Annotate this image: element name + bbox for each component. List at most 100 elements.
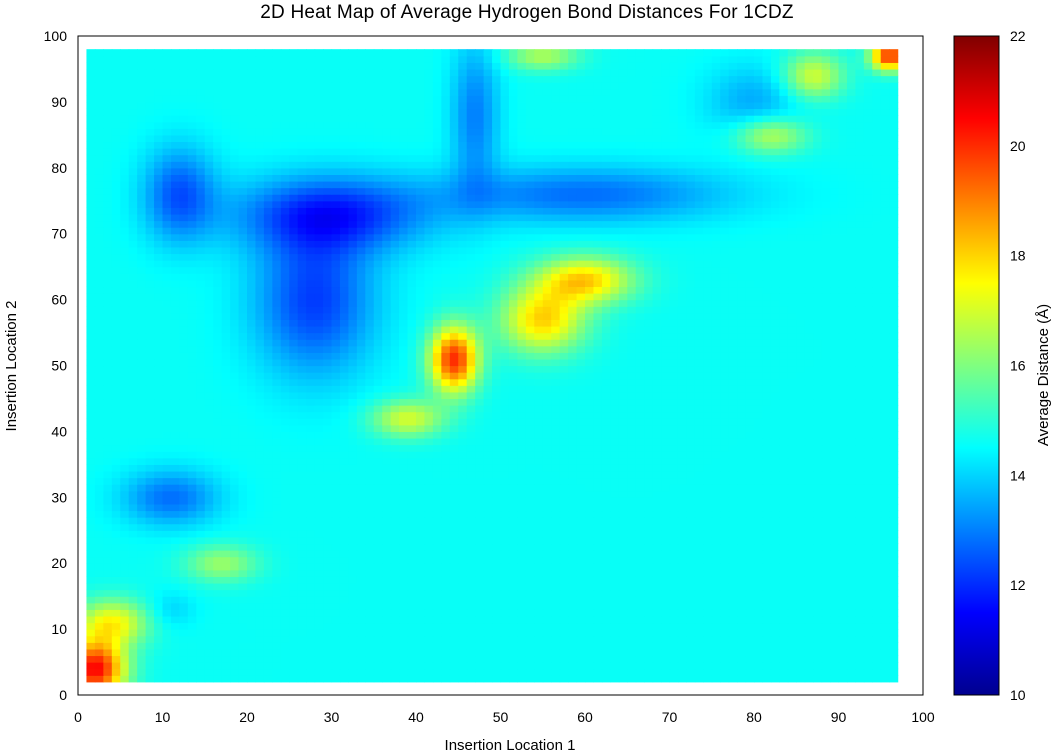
heatmap-cell <box>475 622 485 630</box>
heatmap-cell <box>652 530 662 538</box>
heatmap-cell <box>145 437 155 446</box>
heatmap-cell <box>432 437 442 446</box>
heatmap-cell <box>508 372 518 380</box>
heatmap-cell <box>416 345 426 353</box>
heatmap-cell <box>238 464 248 472</box>
heatmap-cell <box>382 352 392 360</box>
heatmap-cell <box>170 582 180 591</box>
heatmap-cell <box>280 615 290 624</box>
heatmap-cell <box>390 556 400 564</box>
heatmap-cell <box>610 405 620 413</box>
heatmap-cell <box>652 451 662 459</box>
heatmap-cell <box>314 418 324 426</box>
heatmap-cell <box>618 431 628 439</box>
heatmap-cell <box>339 609 349 617</box>
heatmap-cell <box>593 602 603 610</box>
heatmap-cell <box>669 609 679 617</box>
heatmap-cell <box>779 497 789 505</box>
heatmap-cell <box>407 339 417 347</box>
heatmap-cell <box>517 365 527 373</box>
heatmap-cell <box>356 503 366 512</box>
heatmap-cell <box>196 378 206 386</box>
heatmap-cell <box>762 503 772 512</box>
heatmap-cell <box>686 398 696 406</box>
heatmap-cell <box>872 550 882 558</box>
heatmap-cell <box>745 596 755 604</box>
heatmap-cell <box>365 411 375 419</box>
heatmap-cell <box>728 648 738 657</box>
heatmap-cell <box>880 398 890 406</box>
heatmap-cell <box>179 648 189 657</box>
heatmap-cell <box>272 582 282 591</box>
heatmap-cell <box>314 615 324 624</box>
heatmap-cell <box>416 563 426 571</box>
heatmap-cell <box>213 648 223 657</box>
heatmap-cell <box>263 418 273 426</box>
heatmap-cell <box>644 602 654 610</box>
heatmap-cell <box>796 358 806 367</box>
heatmap-cell <box>796 503 806 512</box>
heatmap-cell <box>314 398 324 406</box>
heatmap-cell <box>145 543 155 551</box>
heatmap-cell <box>323 596 333 604</box>
heatmap-cell <box>475 642 485 650</box>
heatmap-cell <box>373 510 383 518</box>
heatmap-cell <box>475 543 485 551</box>
heatmap-cell <box>407 615 417 624</box>
heatmap-cell <box>872 398 882 406</box>
heatmap-cell <box>128 437 138 446</box>
heatmap-cell <box>289 484 299 492</box>
heatmap-cell <box>855 352 865 360</box>
heatmap-cell <box>145 642 155 650</box>
heatmap-cell <box>500 530 510 538</box>
heatmap-cell <box>745 391 755 400</box>
heatmap-cell <box>779 668 789 676</box>
heatmap-cell <box>585 569 595 577</box>
heatmap-cell <box>221 464 231 472</box>
heatmap-cell <box>576 437 586 446</box>
heatmap-cell <box>356 484 366 492</box>
heatmap-cell <box>170 378 180 386</box>
heatmap-cell <box>863 576 873 584</box>
heatmap-cell <box>466 543 476 551</box>
heatmap-cell <box>137 569 147 577</box>
heatmap-cell <box>221 675 231 683</box>
heatmap-cell <box>661 589 671 597</box>
heatmap-cell <box>348 464 358 472</box>
heatmap-cell <box>492 398 502 406</box>
heatmap-cell <box>846 444 856 452</box>
heatmap-cell <box>627 543 637 551</box>
heatmap-cell <box>711 372 721 380</box>
heatmap-cell <box>762 550 772 558</box>
heatmap-cell <box>323 490 333 498</box>
heatmap-cell <box>568 523 578 531</box>
heatmap-cell <box>432 609 442 617</box>
heatmap-cell <box>416 543 426 551</box>
heatmap-cell <box>542 470 552 479</box>
heatmap-cell <box>424 484 434 492</box>
heatmap-cell <box>711 563 721 571</box>
heatmap-cell <box>585 497 595 505</box>
heatmap-cell <box>170 523 180 531</box>
heatmap-cell <box>390 675 400 683</box>
heatmap-cell <box>432 470 442 479</box>
heatmap-cell <box>432 424 442 432</box>
heatmap-cell <box>559 530 569 538</box>
heatmap-cell <box>204 563 214 571</box>
heatmap-cell <box>458 497 468 505</box>
heatmap-cell <box>120 510 130 518</box>
heatmap-cell <box>610 550 620 558</box>
heatmap-cell <box>686 530 696 538</box>
heatmap-cell <box>661 582 671 591</box>
heatmap-cell <box>339 596 349 604</box>
heatmap-cell <box>601 372 611 380</box>
heatmap-cell <box>551 536 561 545</box>
heatmap-cell <box>534 589 544 597</box>
heatmap-cell <box>711 365 721 373</box>
heatmap-cell <box>728 662 738 670</box>
heatmap-cell <box>432 451 442 459</box>
heatmap-cell <box>635 655 645 663</box>
heatmap-cell <box>221 378 231 386</box>
heatmap-cell <box>618 615 628 624</box>
heatmap-cell <box>103 503 113 512</box>
